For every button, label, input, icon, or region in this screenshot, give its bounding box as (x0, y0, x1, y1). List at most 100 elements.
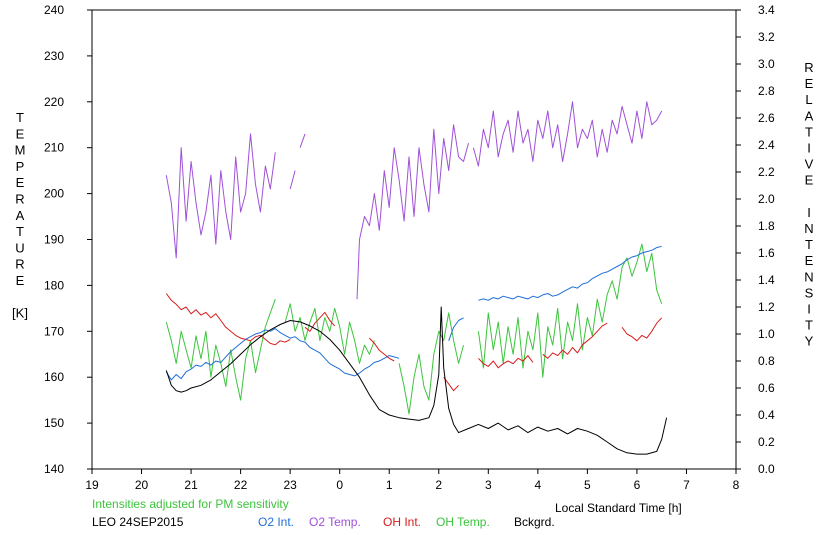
y-left-tick-label: 210 (44, 141, 64, 155)
series-line-segment (165, 328, 400, 381)
series-line-segment (448, 317, 464, 341)
x-tick-label: 1 (386, 478, 393, 492)
x-tick-label: 6 (634, 478, 641, 492)
series-line-segment (443, 376, 459, 392)
legend-oh-temp: OH Temp. (436, 515, 490, 529)
right-axis-label-char: I (807, 302, 811, 317)
series-line-segment (165, 299, 276, 401)
y-right-tick-label: 0.2 (758, 435, 775, 449)
x-tick-label: 23 (283, 478, 297, 492)
left-axis-label-char: E (16, 175, 25, 190)
station-date: LEO 24SEP2015 (92, 515, 184, 529)
series-line-segment (299, 133, 306, 148)
series-bckgrd (165, 306, 668, 455)
left-axis-label-char: U (15, 240, 24, 255)
right-axis-label-char: T (805, 237, 813, 252)
y-left-tick-label: 170 (44, 324, 64, 338)
x-tick-label: 8 (733, 478, 740, 492)
y-right-tick-label: 2.6 (758, 111, 775, 125)
y-left-tick-label: 140 (44, 462, 64, 476)
y-left-tick-label: 150 (44, 416, 64, 430)
right-axis-label-char: I (807, 205, 811, 220)
right-axis-label-char: R (804, 60, 813, 75)
legend-bckgrd: Bckgrd. (514, 515, 555, 529)
y-right-tick-label: 2.0 (758, 192, 775, 206)
left-axis-label-char: R (15, 192, 24, 207)
series-line-segment (369, 337, 395, 362)
y-left-tick-label: 180 (44, 278, 64, 292)
left-axis-label-char: M (15, 143, 26, 158)
x-tick-label: 20 (135, 478, 149, 492)
series-o2-int (165, 245, 662, 381)
left-axis-label-char: R (15, 257, 24, 272)
y-right-tick-label: 3.0 (758, 57, 775, 71)
right-axis-label-char: E (805, 173, 814, 188)
y-right-tick-label: 2.8 (758, 84, 775, 98)
series-line-segment (472, 101, 663, 167)
series-o2-temp (165, 101, 663, 300)
x-tick-label: 0 (336, 478, 343, 492)
left-axis-label-char: E (16, 126, 25, 141)
right-axis-label-char: V (805, 157, 814, 172)
y-right-tick-label: 3.4 (758, 3, 775, 17)
x-tick-label: 19 (85, 478, 99, 492)
right-axis-label-char: Y (805, 334, 814, 349)
sensitivity-note: Intensities adjusted for PM sensitivity (92, 497, 289, 511)
y-right-tick-label: 1.6 (758, 246, 775, 260)
y-right-tick-label: 0.4 (758, 408, 775, 422)
series-line-segment (356, 124, 469, 300)
series-layer (165, 101, 668, 455)
series-line-segment (478, 245, 662, 301)
series-line-segment (398, 312, 464, 415)
series-line-segment (477, 243, 663, 378)
left-axis-label-char: P (16, 159, 25, 174)
y-left-tick-label: 230 (44, 49, 64, 63)
left-axis-label-char: T (16, 110, 24, 125)
x-tick-label: 21 (184, 478, 198, 492)
y-right-tick-label: 2.2 (758, 165, 775, 179)
series-oh-int (165, 293, 663, 392)
legend-o2-int: O2 Int. (258, 515, 294, 529)
series-line-segment (165, 306, 668, 455)
axes-layer: 19 20 21 22 23 0 1 2 3 4 5 6 7 8140150160170180190200… (44, 3, 775, 492)
series-line-segment (165, 133, 276, 259)
y-right-tick-label: 1.0 (758, 327, 775, 341)
left-axis-label-char: [K] (12, 306, 28, 321)
right-axis-label-char: N (804, 221, 813, 236)
series-oh-temp (165, 243, 663, 415)
series-line-segment (304, 311, 336, 332)
y-right-tick-label: 1.2 (758, 300, 775, 314)
x-tick-label: 3 (485, 478, 492, 492)
y-left-tick-label: 220 (44, 95, 64, 109)
y-left-tick-label: 240 (44, 3, 64, 17)
x-tick-label: 22 (234, 478, 248, 492)
y-left-tick-label: 200 (44, 187, 64, 201)
right-axis-label-char: I (807, 141, 811, 156)
y-right-tick-label: 1.4 (758, 273, 775, 287)
right-axis-label-char: S (805, 285, 814, 300)
y-left-tick-label: 160 (44, 370, 64, 384)
y-right-tick-label: 1.8 (758, 219, 775, 233)
y-right-tick-label: 0.0 (758, 462, 775, 476)
legend-oh-int: OH Int. (383, 515, 421, 529)
right-axis-label-char: N (804, 269, 813, 284)
right-axis-label-char: T (805, 318, 813, 333)
y-right-tick-label: 0.8 (758, 354, 775, 368)
x-tick-label: 5 (584, 478, 591, 492)
left-axis-label-char: A (16, 208, 25, 223)
x-tick-label: 7 (683, 478, 690, 492)
series-line-segment (621, 317, 663, 342)
y-right-tick-label: 0.6 (758, 381, 775, 395)
legend-o2-temp: O2 Temp. (309, 515, 361, 529)
right-axis-label-char: A (805, 108, 814, 123)
right-axis-label-char: E (805, 76, 814, 91)
x-tick-label: 4 (535, 478, 542, 492)
left-axis-label-char: E (16, 273, 25, 288)
series-line-segment (542, 322, 608, 359)
series-line-segment (284, 303, 375, 364)
series-line-segment (165, 293, 291, 346)
right-axis-label-char: T (805, 124, 813, 139)
